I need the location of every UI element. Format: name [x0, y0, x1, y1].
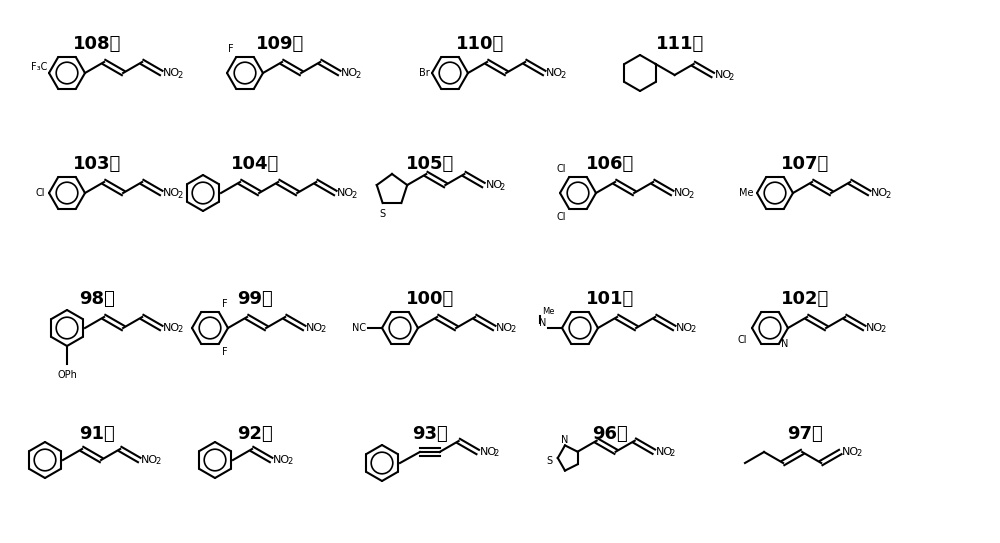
- Text: 105号: 105号: [406, 155, 454, 173]
- Text: NO: NO: [341, 68, 358, 78]
- Text: 91号: 91号: [79, 425, 115, 443]
- Text: 2: 2: [177, 191, 182, 199]
- Text: Cl: Cl: [738, 335, 747, 345]
- Text: F₃C: F₃C: [31, 62, 47, 72]
- Text: NO: NO: [674, 188, 691, 198]
- Text: 2: 2: [729, 73, 734, 81]
- Text: NO: NO: [163, 323, 180, 333]
- Text: 2: 2: [670, 449, 675, 458]
- Text: S: S: [547, 456, 553, 466]
- Text: 97号: 97号: [787, 425, 823, 443]
- Text: NO: NO: [842, 447, 859, 457]
- Text: NO: NO: [546, 68, 563, 78]
- Text: 110号: 110号: [456, 35, 504, 53]
- Text: 2: 2: [287, 458, 292, 466]
- Text: 100号: 100号: [406, 290, 454, 308]
- Text: 104号: 104号: [231, 155, 279, 173]
- Text: NO: NO: [337, 188, 354, 198]
- Text: 2: 2: [880, 325, 885, 334]
- Text: 111号: 111号: [656, 35, 704, 53]
- Text: NO: NO: [163, 188, 180, 198]
- Text: 2: 2: [355, 71, 360, 79]
- Text: NC: NC: [352, 323, 366, 333]
- Text: 102号: 102号: [781, 290, 829, 308]
- Text: NO: NO: [676, 323, 693, 333]
- Text: NO: NO: [163, 68, 180, 78]
- Text: Me: Me: [738, 188, 753, 198]
- Text: NO: NO: [871, 188, 888, 198]
- Text: 92号: 92号: [237, 425, 273, 443]
- Text: Me: Me: [542, 307, 554, 316]
- Text: 2: 2: [510, 325, 515, 334]
- Text: 2: 2: [494, 450, 499, 458]
- Text: 2: 2: [177, 325, 182, 334]
- Text: NO: NO: [480, 447, 497, 457]
- Text: 107号: 107号: [781, 155, 829, 173]
- Text: 101号: 101号: [586, 290, 634, 308]
- Text: 106号: 106号: [586, 155, 634, 173]
- Text: NO: NO: [485, 180, 503, 190]
- Text: NO: NO: [866, 323, 883, 333]
- Text: F: F: [222, 346, 228, 357]
- Text: 2: 2: [320, 325, 325, 334]
- Text: NO: NO: [141, 455, 158, 465]
- Text: 108号: 108号: [73, 35, 121, 53]
- Text: 96号: 96号: [592, 425, 628, 443]
- Text: 103号: 103号: [73, 155, 121, 173]
- Text: N: N: [539, 318, 546, 328]
- Text: NO: NO: [496, 323, 513, 333]
- Text: N: N: [561, 435, 569, 445]
- Text: OPh: OPh: [57, 370, 77, 380]
- Text: NO: NO: [306, 323, 323, 333]
- Text: 93号: 93号: [412, 425, 448, 443]
- Text: F: F: [222, 299, 228, 310]
- Text: 2: 2: [177, 71, 182, 79]
- Text: 98号: 98号: [79, 290, 115, 308]
- Text: Cl: Cl: [36, 188, 45, 198]
- Text: 99号: 99号: [237, 290, 273, 308]
- Text: 109号: 109号: [256, 35, 304, 53]
- Text: 2: 2: [856, 450, 862, 458]
- Text: S: S: [380, 209, 386, 219]
- Text: 2: 2: [690, 325, 695, 334]
- Text: 2: 2: [155, 458, 160, 466]
- Text: 2: 2: [885, 191, 890, 199]
- Text: Br: Br: [419, 68, 430, 78]
- Text: NO: NO: [273, 455, 290, 465]
- Text: NO: NO: [656, 447, 673, 457]
- Text: 2: 2: [351, 191, 357, 199]
- Text: Cl: Cl: [556, 165, 566, 174]
- Text: Cl: Cl: [556, 212, 566, 222]
- Text: 2: 2: [499, 182, 505, 192]
- Text: 2: 2: [688, 191, 693, 199]
- Text: N: N: [781, 339, 788, 349]
- Text: F: F: [228, 45, 234, 54]
- Text: 2: 2: [560, 71, 565, 79]
- Text: NO: NO: [715, 70, 732, 80]
